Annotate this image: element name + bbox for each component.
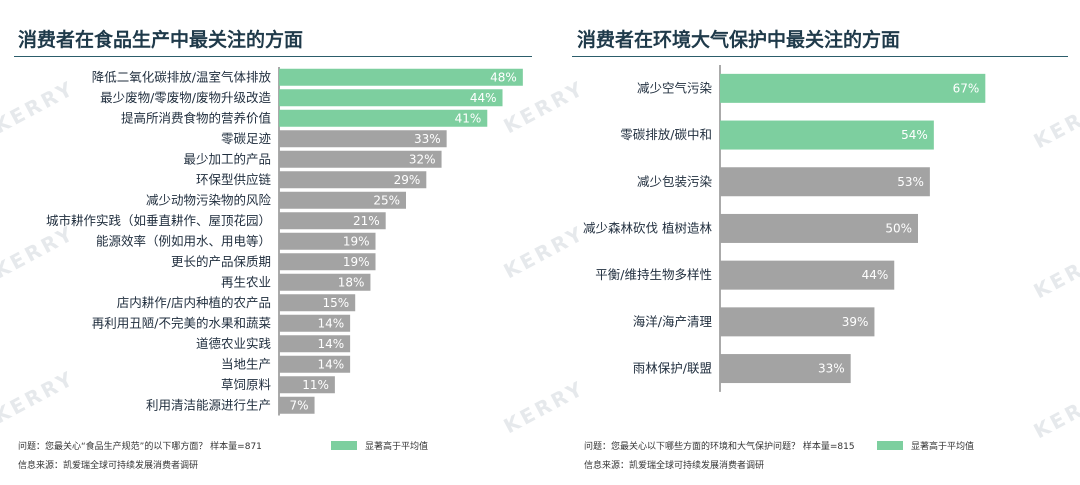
bar: [279, 212, 386, 230]
data-label: 44%: [470, 91, 497, 105]
bar: [279, 253, 376, 271]
bar: [279, 109, 488, 127]
bar: [720, 307, 875, 337]
legend: 显著高于平均值: [877, 439, 974, 452]
category-label: 海洋/海产清理: [633, 314, 713, 329]
category-label: 降低二氧化碳排放/温室气体排放: [92, 69, 272, 84]
category-label: 减少包装污染: [637, 174, 713, 189]
data-label: 14%: [317, 316, 344, 330]
bar: [279, 130, 447, 148]
legend-label: 显著高于平均值: [365, 442, 429, 452]
data-label: 18%: [338, 275, 365, 289]
bar: [720, 354, 851, 384]
data-label: 39%: [842, 315, 869, 329]
title-rule: [572, 56, 1068, 57]
data-label: 29%: [394, 173, 421, 187]
category-label: 减少动物污染物的风险: [146, 192, 272, 207]
bar: [720, 120, 934, 150]
data-label: 21%: [353, 214, 380, 228]
data-label: 11%: [302, 378, 329, 392]
legend-label: 显著高于平均值: [911, 442, 975, 452]
data-label: 33%: [414, 132, 441, 146]
category-label: 最少废物/零废物/废物升级改造: [100, 90, 271, 105]
legend-swatch: [877, 441, 903, 450]
bar: [279, 273, 371, 291]
data-label: 67%: [953, 81, 980, 95]
data-label: 54%: [901, 128, 928, 142]
data-label: 14%: [317, 357, 344, 371]
source-note: 信息来源：凯爱瑞全球可持续发展消费者调研: [18, 461, 199, 471]
category-label: 零碳排放/碳中和: [620, 127, 712, 142]
legend-swatch: [331, 441, 357, 450]
bar: [279, 232, 376, 250]
category-label: 能源效率（例如用水、用电等）: [96, 233, 271, 248]
category-label: 利用清洁能源进行生产: [146, 397, 271, 412]
bar: [720, 213, 918, 243]
category-label: 当地生产: [221, 356, 271, 371]
bar: [279, 376, 335, 394]
question-note: 问题：您最关心“食品生产规范”的以下哪方面？ 样本量=871: [18, 442, 262, 452]
category-label: 更长的产品保质期: [171, 254, 271, 269]
data-label: 44%: [862, 268, 889, 282]
bar: [720, 73, 986, 103]
bar: [279, 68, 523, 86]
bar: [720, 260, 895, 290]
category-label: 再利用丑陋/不完美的水果和蔬菜: [92, 315, 272, 330]
bar: [279, 150, 442, 168]
data-label: 48%: [490, 70, 517, 84]
category-label: 道德农业实践: [196, 336, 272, 351]
data-label: 19%: [343, 255, 370, 269]
data-label: 32%: [409, 152, 436, 166]
data-label: 41%: [455, 111, 482, 125]
category-label: 城市耕作实践（如垂直耕作、屋顶花园）: [46, 213, 271, 228]
bar: [279, 335, 351, 353]
title-rule: [14, 56, 532, 57]
chart-title: 消费者在食品生产中最关注的方面: [18, 29, 304, 51]
data-label: 14%: [317, 337, 344, 351]
category-label: 减少森林砍伐 植树造林: [583, 220, 712, 235]
category-label: 减少空气污染: [637, 80, 713, 95]
category-label: 再生农业: [221, 274, 271, 289]
bar: [279, 355, 351, 373]
category-label: 零碳足迹: [221, 131, 272, 146]
bar: [279, 89, 503, 107]
data-label: 33%: [818, 362, 845, 376]
data-label: 25%: [373, 193, 400, 207]
bar: [279, 171, 427, 189]
bar: [279, 396, 315, 414]
bar: [279, 191, 406, 209]
source-note: 信息来源：凯爱瑞全球可持续发展消费者调研: [584, 461, 765, 471]
category-label: 环保型供应链: [196, 172, 272, 187]
category-label: 草饲原料: [221, 377, 272, 392]
bar: [279, 294, 356, 312]
category-label: 提高所消费食物的营养价值: [121, 110, 271, 125]
category-label: 雨林保护/联盟: [633, 361, 712, 376]
bar: [279, 314, 351, 332]
category-label: 平衡/维持生物多样性: [595, 267, 712, 282]
data-label: 19%: [343, 234, 370, 248]
chart-title: 消费者在环境大气保护中最关注的方面: [577, 29, 901, 51]
data-label: 50%: [885, 221, 912, 235]
data-label: 53%: [897, 175, 924, 189]
legend: 显著高于平均值: [331, 439, 428, 452]
question-note: 问题：您最关心以下哪些方面的环境和大气保护问题？ 样本量=815: [584, 442, 855, 452]
bar: [720, 167, 930, 197]
category-label: 最少加工的产品: [183, 151, 271, 166]
data-label: 15%: [323, 296, 350, 310]
category-label: 店内耕作/店内种植的农产品: [117, 295, 271, 310]
data-label: 7%: [290, 398, 309, 412]
